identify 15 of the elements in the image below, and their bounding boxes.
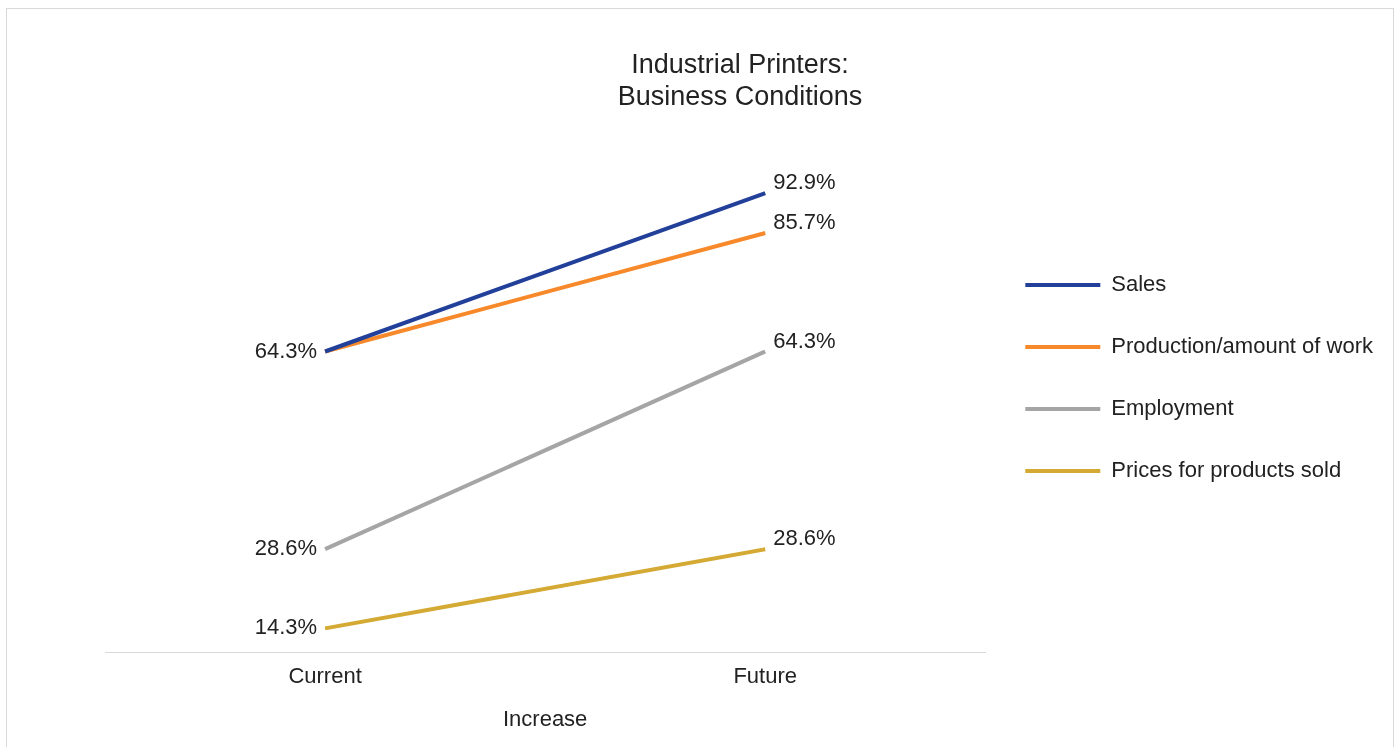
data-label: 92.9% <box>773 169 836 195</box>
legend-label: Sales <box>1111 271 1167 297</box>
data-label: 64.3% <box>254 337 318 363</box>
x-axis-title: Increase <box>502 705 588 731</box>
legend-label: Production/amount of work <box>1111 333 1374 359</box>
data-label: 64.3% <box>773 327 836 353</box>
legend-label: Prices for products sold <box>1111 457 1342 483</box>
legend-label: Employment <box>1111 395 1234 421</box>
x-tick-label: Current <box>288 663 362 689</box>
chart-title: Industrial Printers: Business Conditions <box>617 48 863 112</box>
data-label: 14.3% <box>254 614 318 640</box>
data-label: 28.6% <box>773 525 836 551</box>
data-label: 85.7% <box>773 209 836 235</box>
data-label: 28.6% <box>254 535 318 561</box>
x-tick-label: Future <box>733 663 798 689</box>
